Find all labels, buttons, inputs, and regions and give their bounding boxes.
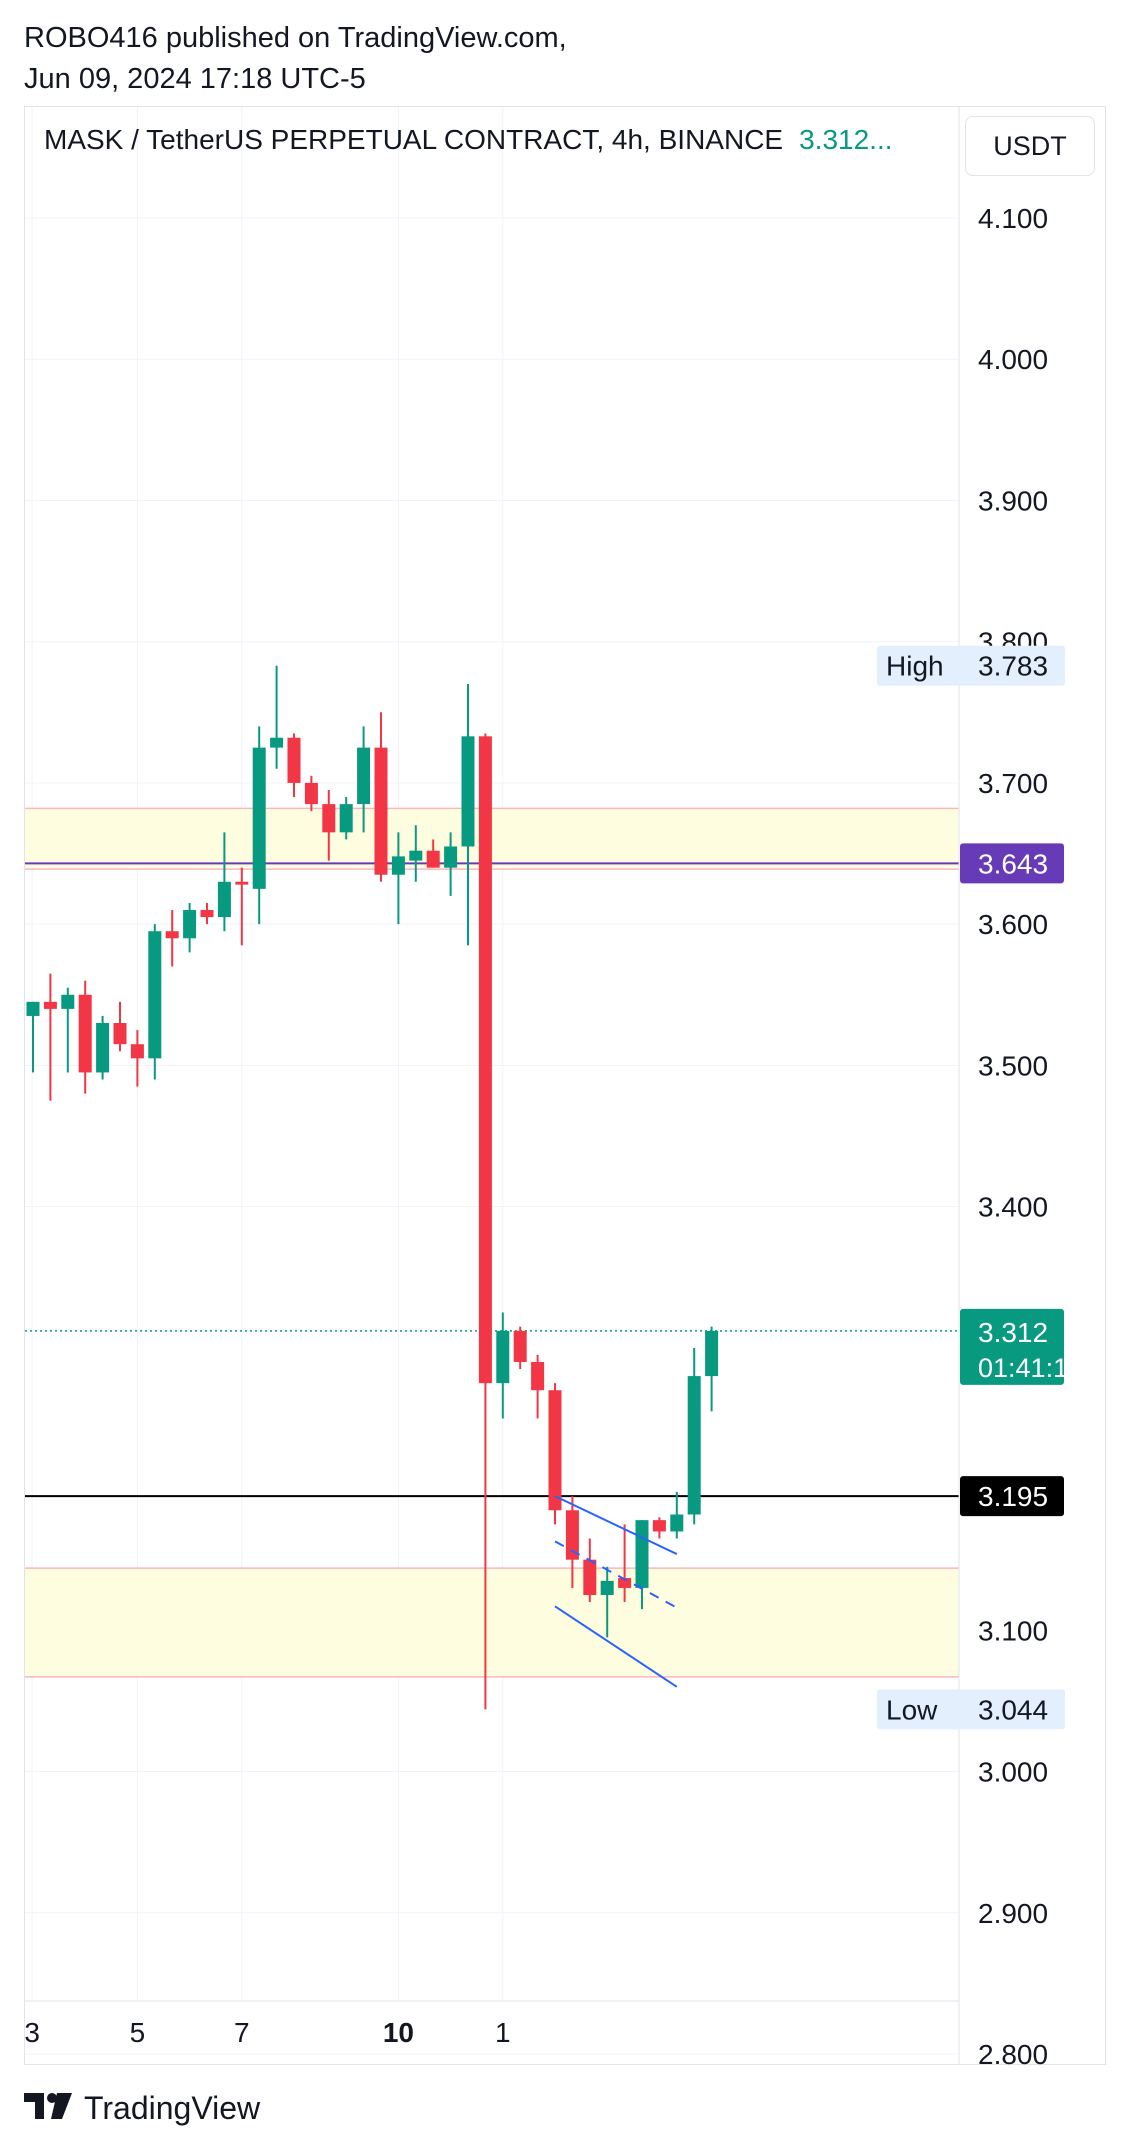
time-tick: 10: [383, 2017, 414, 2048]
low-label: Low 3.044: [877, 1689, 1065, 1730]
candle-body: [78, 994, 92, 1073]
candle-body: [444, 846, 458, 868]
candle-body: [670, 1514, 684, 1532]
price-tick: 2.800: [978, 2039, 1048, 2070]
brand-name: TradingView: [84, 2090, 261, 2126]
candle-body: [357, 747, 371, 805]
high-label-title: High: [886, 651, 944, 682]
last-price-label: 3.312 01:41:12: [960, 1308, 1083, 1385]
candle-body: [61, 994, 75, 1009]
time-tick: 1: [495, 2017, 511, 2048]
tradingview-logo-icon: [24, 2090, 74, 2127]
candle-body: [113, 1023, 127, 1045]
last-price-label-countdown: 01:41:12: [978, 1353, 1083, 1383]
line-price-label-text: 3.643: [978, 848, 1048, 879]
price-tick: 4.000: [978, 344, 1048, 375]
price-labels: 3.643 3.195 3.312 01:41:12 High 3.783 Low 3.044: [877, 645, 1083, 1730]
channel-line: [554, 1605, 678, 1688]
publication-info: ROBO416 published on TradingView.com, Ju…: [24, 18, 567, 100]
last-price: 3.312...: [799, 124, 893, 155]
channel-line: [554, 1540, 678, 1609]
price-tick: 3.100: [978, 1615, 1048, 1646]
candle-body: [531, 1361, 545, 1391]
candle-body: [496, 1330, 510, 1384]
price-tick: 3.000: [978, 1757, 1048, 1788]
candle-body: [409, 850, 423, 861]
candle-body: [165, 931, 179, 939]
candle-body: [130, 1044, 144, 1059]
price-tick: 2.900: [978, 1898, 1048, 1929]
last-price-label-text: 3.312: [978, 1317, 1048, 1348]
low-label-value: 3.044: [978, 1694, 1048, 1725]
candle-body: [705, 1330, 719, 1377]
chart-legend: MASK / TetherUS PERPETUAL CONTRACT, 4h, …: [44, 124, 893, 156]
price-tick: 3.900: [978, 485, 1048, 516]
symbol-title: MASK / TetherUS PERPETUAL CONTRACT, 4h, …: [44, 124, 784, 155]
price-lines: [25, 862, 959, 1498]
candle-body: [618, 1578, 632, 1588]
candle-body: [600, 1580, 614, 1595]
candle-body: [252, 747, 266, 889]
zone-band: [25, 1568, 959, 1677]
high-label-bg: [877, 645, 1065, 686]
price-tick: 4.100: [978, 203, 1048, 234]
candle-body: [26, 1001, 40, 1016]
time-axis: 3 5 7 10 1: [24, 2017, 510, 2048]
time-tick: 7: [234, 2017, 250, 2048]
line-price-label-bg: [960, 843, 1064, 884]
price-tick: 3.700: [978, 768, 1048, 799]
time-tick: 5: [130, 2017, 146, 2048]
candle-body: [148, 931, 162, 1059]
line-price-label-bg: [960, 1476, 1064, 1517]
candles: [26, 665, 719, 1710]
candle-body: [96, 1023, 110, 1073]
channel-line: [554, 1495, 678, 1555]
low-label-title: Low: [886, 1694, 938, 1725]
price-axis: 4.1004.0003.9003.8003.7003.6003.5003.400…: [978, 203, 1048, 2070]
price-tick: 3.500: [978, 1050, 1048, 1081]
candle-body: [426, 850, 440, 868]
candle-body: [322, 804, 336, 833]
support-resistance-zones: [25, 807, 959, 1678]
chart-frame: [24, 106, 1106, 2065]
candle-body: [513, 1330, 527, 1362]
line-price-label: 3.643: [960, 843, 1064, 884]
candle-body: [217, 881, 231, 918]
line-price-label-text: 3.195: [978, 1481, 1048, 1512]
price-tick: 3.600: [978, 909, 1048, 940]
candle-body: [635, 1520, 649, 1588]
price-tick: 3.400: [978, 1192, 1048, 1223]
last-price-label-bg: [960, 1308, 1064, 1385]
candle-body: [478, 736, 492, 1384]
candle-body: [548, 1390, 562, 1511]
candle-body: [304, 782, 318, 805]
candle-body: [270, 737, 284, 748]
candle-body: [374, 747, 388, 875]
candle-body: [391, 856, 405, 875]
candle-body: [461, 736, 475, 847]
candle-body: [565, 1510, 579, 1560]
descending-channel: [554, 1495, 678, 1688]
candle-body: [235, 881, 249, 885]
high-label-value: 3.783: [978, 651, 1048, 682]
tradingview-brand: TradingView: [24, 2090, 260, 2127]
grid-lines: [25, 107, 959, 2055]
candle-body: [287, 737, 301, 783]
currency-button[interactable]: USDT: [965, 116, 1095, 176]
high-label: High 3.783: [877, 645, 1065, 686]
time-tick: 3: [24, 2017, 40, 2048]
published-date: Jun 09, 2024 17:18 UTC-5: [24, 63, 366, 95]
candle-body: [687, 1376, 701, 1515]
candle-body: [43, 1001, 57, 1009]
candle-body: [339, 804, 353, 833]
published-by: ROBO416 published on TradingView.com,: [24, 22, 567, 54]
candle-body: [583, 1559, 597, 1595]
candle-body: [183, 910, 197, 939]
low-label-bg: [877, 1689, 1065, 1730]
candle-body: [652, 1520, 666, 1532]
candle-body: [200, 910, 214, 918]
zone-band: [25, 808, 959, 870]
line-price-label: 3.195: [960, 1476, 1064, 1517]
